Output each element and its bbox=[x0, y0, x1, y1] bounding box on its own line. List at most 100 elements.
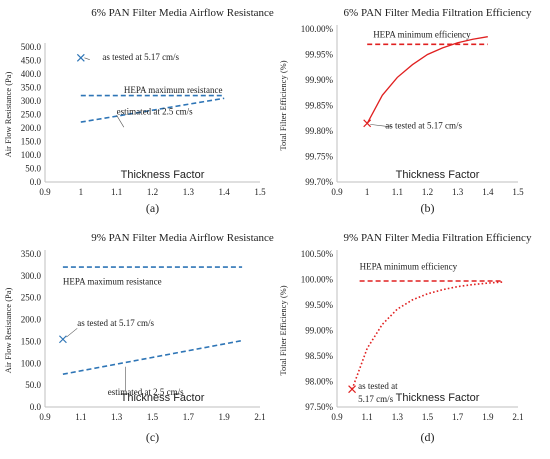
series-line bbox=[62, 339, 243, 375]
x-tick-label: 1.2 bbox=[422, 187, 433, 197]
annotation-leader bbox=[370, 124, 392, 128]
x-tick-label: 1.3 bbox=[452, 187, 464, 197]
annotation-text: 5.17 cm/s bbox=[358, 394, 393, 404]
annotation-text: estimated at 2.5 cm/s bbox=[108, 387, 184, 397]
chart-panel-b: 6% PAN Filter Media Filtration Efficienc… bbox=[278, 7, 532, 215]
y-tick-label: 98.00% bbox=[305, 377, 333, 387]
y-tick-label: 200.0 bbox=[21, 315, 42, 325]
x-tick-label: 1.5 bbox=[512, 187, 524, 197]
marker-stroke bbox=[363, 119, 372, 128]
annotation-text: estimated at 2.5 cm/s bbox=[117, 107, 193, 117]
y-tick-label: 200.0 bbox=[21, 123, 42, 133]
x-tick-label: 1.1 bbox=[392, 187, 403, 197]
y-axis-label: Total Filter Efficiency (%) bbox=[278, 285, 288, 375]
y-axis-label: Air Flow Resistance (Pa) bbox=[3, 71, 13, 157]
y-tick-label: 0.0 bbox=[30, 402, 42, 412]
x-tick-label: 0.9 bbox=[331, 187, 343, 197]
y-tick-label: 350.0 bbox=[21, 249, 42, 259]
x-tick-label: 1.1 bbox=[75, 412, 86, 422]
x-tick-label: 1.5 bbox=[254, 187, 266, 197]
x-tick-label: 1.4 bbox=[482, 187, 494, 197]
x-tick-label: 0.9 bbox=[39, 412, 51, 422]
marker-stroke bbox=[348, 385, 357, 394]
series-line bbox=[366, 36, 488, 124]
y-tick-label: 99.00% bbox=[305, 326, 333, 336]
y-tick-label: 99.80% bbox=[305, 126, 333, 136]
x-tick-label: 1.9 bbox=[219, 412, 231, 422]
annotation-text: as tested at 5.17 cm/s bbox=[385, 120, 462, 130]
marker-stroke bbox=[76, 53, 85, 62]
x-axis-label: Thickness Factor bbox=[396, 169, 480, 181]
x-tick-label: 1.5 bbox=[422, 412, 434, 422]
y-tick-label: 97.50% bbox=[305, 402, 333, 412]
y-tick-label: 450.0 bbox=[21, 56, 42, 66]
x-tick-label: 1.5 bbox=[147, 412, 159, 422]
panel-label: (c) bbox=[146, 430, 159, 444]
y-tick-label: 100.0 bbox=[21, 150, 42, 160]
y-tick-label: 100.0 bbox=[21, 358, 42, 368]
y-tick-label: 350.0 bbox=[21, 83, 42, 93]
y-tick-label: 100.50% bbox=[301, 249, 334, 259]
x-tick-label: 1 bbox=[365, 187, 370, 197]
x-tick-label: 1.7 bbox=[183, 412, 195, 422]
chart-panel-c: 9% PAN Filter Media Airflow Resistance 0.… bbox=[3, 232, 274, 444]
x-tick-label: 2.1 bbox=[254, 412, 265, 422]
chart-title: 9% PAN Filter Media Filtration Efficienc… bbox=[344, 232, 532, 244]
data-point-marker bbox=[363, 119, 372, 128]
chart-panel-a: 6% PAN Filter Media Airflow Resistance 0.… bbox=[3, 7, 274, 215]
x-tick-label: 1.3 bbox=[392, 412, 404, 422]
x-tick-label: 0.9 bbox=[39, 187, 51, 197]
y-tick-label: 99.50% bbox=[305, 300, 333, 310]
y-tick-label: 400.0 bbox=[21, 69, 42, 79]
annotation-text: as tested at 5.17 cm/s bbox=[77, 318, 154, 328]
annotation-leader bbox=[66, 328, 78, 338]
annotation-leader bbox=[84, 57, 90, 60]
y-tick-label: 150.0 bbox=[21, 137, 42, 147]
x-tick-label: 1.1 bbox=[111, 187, 122, 197]
x-tick-label: 1.9 bbox=[482, 412, 494, 422]
y-tick-label: 98.50% bbox=[305, 351, 333, 361]
panel-label: (b) bbox=[421, 201, 435, 215]
chart-title: 9% PAN Filter Media Airflow Resistance bbox=[91, 232, 274, 244]
y-axis-label: Air Flow Resistance (Pa) bbox=[3, 287, 13, 373]
y-tick-label: 100.00% bbox=[301, 24, 334, 34]
annotation-text: as tested at 5.17 cm/s bbox=[102, 52, 179, 62]
annotation-leader bbox=[116, 115, 125, 128]
series-line bbox=[351, 281, 503, 390]
data-point-marker bbox=[58, 335, 67, 344]
y-tick-label: 500.0 bbox=[21, 42, 42, 52]
y-tick-label: 300.0 bbox=[21, 96, 42, 106]
y-axis-label: Total Filter Efficiency (%) bbox=[278, 60, 288, 150]
y-tick-label: 99.95% bbox=[305, 50, 333, 60]
y-tick-label: 99.90% bbox=[305, 75, 333, 85]
annotation-text: HEPA maximum resistance bbox=[63, 277, 162, 287]
y-tick-label: 150.0 bbox=[21, 336, 42, 346]
x-tick-label: 1.2 bbox=[147, 187, 158, 197]
x-tick-label: 1.3 bbox=[111, 412, 123, 422]
panel-label: (a) bbox=[146, 201, 159, 215]
y-tick-label: 99.75% bbox=[305, 152, 333, 162]
y-tick-label: 300.0 bbox=[21, 271, 42, 281]
data-point-marker bbox=[348, 385, 357, 394]
data-point-marker bbox=[76, 53, 85, 62]
x-tick-label: 1.3 bbox=[183, 187, 195, 197]
x-tick-label: 1.7 bbox=[452, 412, 464, 422]
y-tick-label: 50.0 bbox=[25, 164, 41, 174]
y-tick-label: 99.70% bbox=[305, 177, 333, 187]
chart-title: 6% PAN Filter Media Airflow Resistance bbox=[91, 7, 274, 19]
y-tick-label: 100.00% bbox=[301, 275, 334, 285]
chart-title: 6% PAN Filter Media Filtration Efficienc… bbox=[344, 7, 532, 19]
annotation-text: HEPA minimum efficiency bbox=[360, 261, 458, 271]
x-tick-label: 0.9 bbox=[331, 412, 343, 422]
annotation-text: HEPA minimum efficiency bbox=[373, 30, 471, 40]
annotation-text: as tested at bbox=[358, 381, 398, 391]
y-tick-label: 250.0 bbox=[21, 293, 42, 303]
chart-panel-d: 9% PAN Filter Media Filtration Efficienc… bbox=[278, 232, 532, 444]
x-axis-label: Thickness Factor bbox=[121, 392, 205, 404]
x-axis-label: Thickness Factor bbox=[396, 392, 480, 404]
annotation-text: HEPA maximum resistance bbox=[124, 85, 223, 95]
x-tick-label: 2.1 bbox=[512, 412, 523, 422]
x-tick-label: 1 bbox=[79, 187, 84, 197]
y-tick-label: 0.0 bbox=[30, 177, 42, 187]
